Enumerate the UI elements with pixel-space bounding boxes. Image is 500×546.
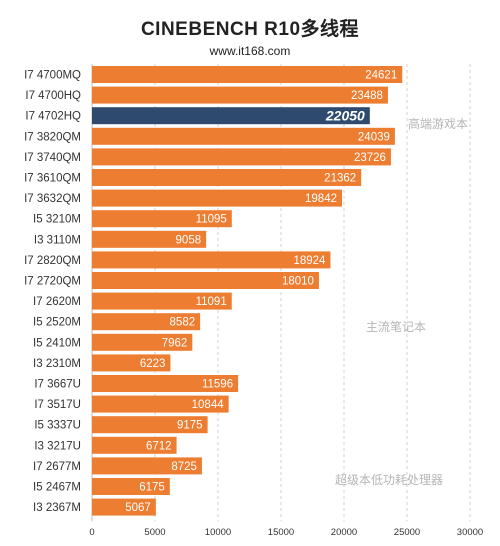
bar (92, 354, 171, 372)
category-label: I3 3110M (34, 234, 81, 246)
value-label: 18010 (282, 276, 314, 288)
bar (92, 86, 388, 104)
category-label: I5 2467M (33, 482, 81, 494)
value-label: 10844 (192, 399, 225, 411)
x-tick-label: 5000 (144, 527, 165, 538)
bar (92, 292, 232, 310)
category-label: I5 2410M (33, 337, 81, 349)
bar (92, 416, 208, 434)
bar (92, 210, 232, 228)
x-tick-label: 30000 (457, 527, 483, 538)
category-label: I7 3740QM (24, 152, 81, 164)
value-label: 8582 (170, 317, 196, 329)
category-label: I7 2677M (33, 461, 81, 473)
category-label: I3 3217U (34, 440, 81, 452)
annotation-ultrabook: 超级本低功耗处理器 (335, 472, 443, 487)
category-label: I7 3517U (34, 399, 81, 411)
x-tick-label: 15000 (268, 527, 294, 538)
value-label: 19842 (305, 193, 337, 205)
bar (92, 272, 319, 289)
bar (92, 127, 395, 145)
bar (92, 66, 403, 83)
value-label: 11596 (202, 379, 233, 391)
category-label: I7 2820QM (24, 255, 81, 267)
annotation-high-end: 高端游戏本 (408, 116, 468, 131)
category-label: I7 4702HQ (25, 111, 81, 123)
chart-subtitle: www.it168.com (209, 44, 291, 58)
value-label: 6223 (140, 358, 166, 370)
bar (92, 457, 202, 475)
value-label: 23488 (351, 90, 383, 102)
category-label: I7 2620M (33, 296, 81, 308)
bar (92, 478, 170, 495)
value-label: 24039 (358, 131, 390, 143)
bar (92, 251, 331, 269)
category-label: I7 4700HQ (25, 90, 81, 102)
value-label: 9058 (176, 234, 202, 246)
bar (92, 148, 391, 166)
value-label: 7962 (162, 337, 188, 349)
bar (92, 498, 156, 516)
value-label: 22050 (325, 108, 365, 124)
x-tick-label: 25000 (394, 527, 420, 538)
x-tick-label: 20000 (331, 527, 357, 538)
category-label: I3 2367M (33, 502, 81, 514)
value-label: 9175 (177, 420, 203, 432)
category-label: I7 2720QM (24, 276, 81, 288)
chart-title: CINEBENCH R10多线程 (140, 19, 360, 40)
category-label: I5 3210M (33, 214, 81, 226)
category-label: I7 3667U (34, 379, 81, 391)
bar (92, 375, 239, 392)
value-label: 11095 (196, 214, 227, 226)
bar (92, 107, 370, 125)
value-label: 8725 (171, 461, 197, 473)
category-label: I7 3632QM (24, 193, 81, 205)
value-label: 6175 (139, 482, 165, 494)
category-label: I5 2520M (33, 317, 81, 329)
category-label: I7 3820QM (24, 131, 81, 143)
category-label: I5 3337U (34, 420, 81, 432)
value-label: 23726 (354, 152, 386, 164)
x-tick-label: 0 (89, 527, 94, 538)
bar (92, 395, 229, 413)
bar (92, 189, 343, 207)
value-label: 5067 (125, 502, 151, 514)
annotation-mainstream: 主流笔记本 (366, 319, 426, 334)
category-label: I3 2310M (33, 358, 81, 370)
value-label: 18924 (293, 255, 326, 267)
category-label: I7 3610QM (24, 173, 81, 185)
labels: 0 5000 10000 15000 20000 25000 30000 I7 4700MQ 2… (24, 70, 483, 539)
bar (92, 230, 207, 248)
bar (92, 313, 201, 331)
bar (92, 333, 193, 351)
value-label: 21362 (324, 173, 356, 185)
x-tick-label: 10000 (205, 527, 231, 538)
value-label: 11091 (196, 296, 227, 308)
category-label: I7 4700MQ (24, 70, 81, 82)
bar (92, 436, 177, 454)
bar (92, 169, 362, 186)
bars (92, 66, 403, 516)
value-label: 24621 (365, 70, 397, 82)
value-label: 6712 (146, 440, 172, 452)
